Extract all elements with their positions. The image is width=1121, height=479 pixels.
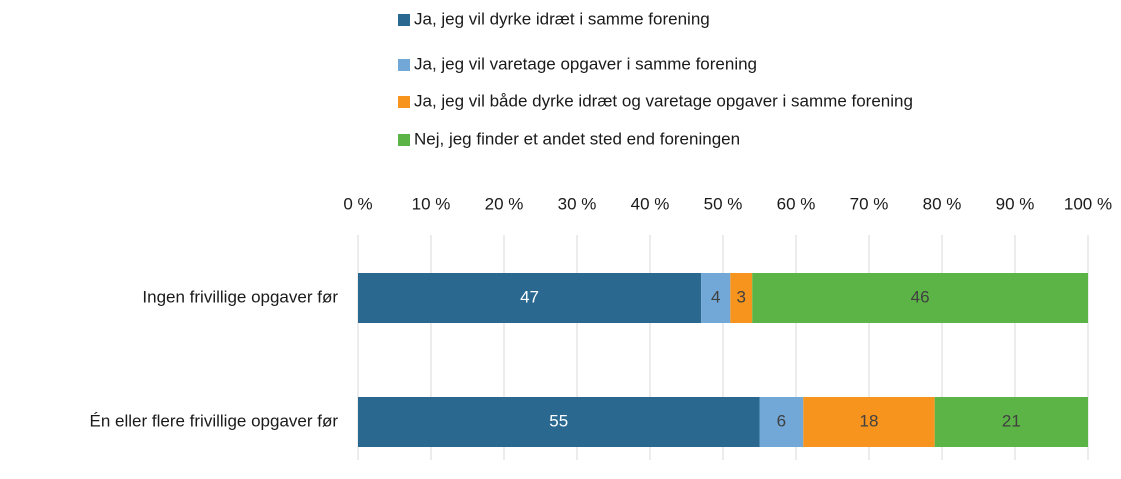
y-tick-label: Ingen frivillige opgaver før: [142, 287, 338, 306]
data-label: 6: [777, 411, 786, 430]
legend-swatch: [398, 134, 410, 146]
x-tick-label: 0 %: [343, 194, 372, 213]
bar-segment: [701, 273, 731, 323]
x-tick-label: 40 %: [631, 194, 670, 213]
bar-segment: [759, 397, 804, 447]
x-tick-label: 100 %: [1064, 194, 1112, 213]
legend-label: Ja, jeg vil dyrke idræt i samme forening: [414, 9, 710, 28]
x-tick-label: 90 %: [996, 194, 1035, 213]
data-label: 3: [737, 287, 746, 306]
bar-segment: [803, 397, 935, 447]
data-label: 4: [711, 287, 720, 306]
x-tick-label: 70 %: [850, 194, 889, 213]
legend-label: Ja, jeg vil varetage opgaver i samme for…: [414, 54, 757, 73]
legend-swatch: [398, 14, 410, 26]
bar-segment: [730, 273, 753, 323]
x-tick-label: 80 %: [923, 194, 962, 213]
legend-label: Ja, jeg vil både dyrke idræt og varetage…: [414, 91, 913, 110]
x-tick-label: 20 %: [485, 194, 524, 213]
legend-label: Nej, jeg finder et andet sted end foreni…: [414, 129, 740, 148]
x-tick-label: 50 %: [704, 194, 743, 213]
data-label: 46: [911, 287, 930, 306]
bar-segment: [752, 273, 1088, 323]
data-label: 18: [860, 411, 879, 430]
x-tick-label: 30 %: [558, 194, 597, 213]
x-tick-label: 10 %: [412, 194, 451, 213]
bar-segment: [358, 397, 760, 447]
data-label: 47: [520, 287, 539, 306]
data-label: 21: [1002, 411, 1021, 430]
legend-swatch: [398, 59, 410, 71]
y-tick-label: Én eller flere frivillige opgaver før: [90, 411, 339, 430]
legend-swatch: [398, 96, 410, 108]
data-label: 55: [549, 411, 568, 430]
x-tick-label: 60 %: [777, 194, 816, 213]
bar-segment: [934, 397, 1088, 447]
bar-segment: [358, 273, 702, 323]
